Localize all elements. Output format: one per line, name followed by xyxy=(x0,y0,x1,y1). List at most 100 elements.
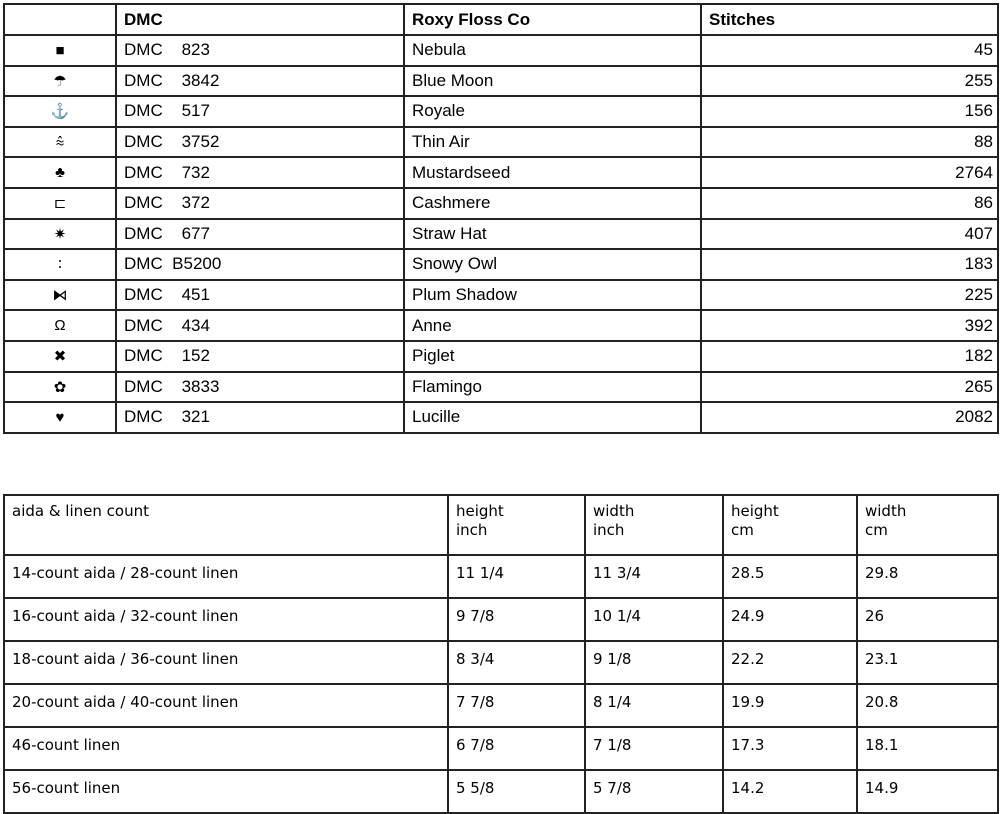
table-row: ⚓ DMC 517 Royale 156 xyxy=(3,95,999,128)
dmc-code: DMC 517 xyxy=(115,95,405,128)
stitch-count: 255 xyxy=(700,64,999,98)
double-chevron-arc-icon: ⩯ xyxy=(3,125,117,159)
bowtie-icon: ⧑ xyxy=(3,278,117,312)
size-cell: 14.2 xyxy=(722,769,858,814)
dmc-code: DMC 152 xyxy=(115,339,405,373)
header-line-1: height xyxy=(456,502,504,520)
size-header-cell: aida & linen count xyxy=(3,494,449,556)
table-row: ⊏ DMC 372 Cashmere 86 xyxy=(3,186,999,220)
bracket-icon: ⊏ xyxy=(3,186,117,220)
stitch-count: 265 xyxy=(700,370,999,404)
table-row: 56-count linen 5 5/8 5 7/8 14.2 14.9 xyxy=(3,769,999,814)
size-cell: 11 1/4 xyxy=(447,554,586,599)
dmc-code: DMC 3842 xyxy=(115,64,405,98)
dmc-code: DMC 3752 xyxy=(115,125,405,159)
size-cell: 9 7/8 xyxy=(447,597,586,642)
size-header-cell: width inch xyxy=(584,494,724,556)
size-cell: 14-count aida / 28-count linen xyxy=(3,554,449,599)
stitch-count: 183 xyxy=(700,248,999,281)
size-cell: 20.8 xyxy=(856,683,999,728)
dmc-code: DMC 823 xyxy=(115,34,405,67)
size-cell: 23.1 xyxy=(856,640,999,685)
size-cell: 56-count linen xyxy=(3,769,449,814)
header-stitches: Stitches xyxy=(700,3,999,36)
roxy-name: Mustardseed xyxy=(403,156,702,189)
header-roxy: Roxy Floss Co xyxy=(403,3,702,36)
size-cell: 9 1/8 xyxy=(584,640,724,685)
flower-icon: ✿ xyxy=(3,370,117,404)
size-header-row: aida & linen count height inch width inch hei… xyxy=(3,494,999,556)
heart-icon: ♥ xyxy=(3,401,117,434)
stitch-count: 225 xyxy=(700,278,999,312)
size-cell: 29.8 xyxy=(856,554,999,599)
roxy-name: Snowy Owl xyxy=(403,248,702,281)
club-icon: ♣ xyxy=(3,156,117,189)
table-row: 16-count aida / 32-count linen 9 7/8 10 1/… xyxy=(3,597,999,642)
floss-table: DMC Roxy Floss Co Stitches ■ DMC 823 Nebul… xyxy=(3,3,999,434)
size-cell: 5 7/8 xyxy=(584,769,724,814)
star-burst-icon: ✷ xyxy=(3,217,117,251)
size-cell: 7 7/8 xyxy=(447,683,586,728)
size-cell: 28.5 xyxy=(722,554,858,599)
size-cell: 7 1/8 xyxy=(584,726,724,771)
table-row: ⧑ DMC 451 Plum Shadow 225 xyxy=(3,278,999,312)
size-cell: 11 3/4 xyxy=(584,554,724,599)
stitch-count: 156 xyxy=(700,95,999,128)
stitch-count: 2082 xyxy=(700,401,999,434)
size-cell: 24.9 xyxy=(722,597,858,642)
umbrella-icon: ☂ xyxy=(3,64,117,98)
table-row: ✷ DMC 677 Straw Hat 407 xyxy=(3,217,999,251)
header-line-1: width xyxy=(865,502,907,520)
header-line-2: cm xyxy=(865,521,888,539)
size-cell: 20-count aida / 40-count linen xyxy=(3,683,449,728)
table-row: ✖ DMC 152 Piglet 182 xyxy=(3,339,999,373)
header-line-1: aida & linen count xyxy=(12,502,149,520)
size-cell: 26 xyxy=(856,597,999,642)
size-cell: 5 5/8 xyxy=(447,769,586,814)
dmc-code: DMC 372 xyxy=(115,186,405,220)
roxy-name: Piglet xyxy=(403,339,702,373)
size-cell: 17.3 xyxy=(722,726,858,771)
anchor-icon: ⚓ xyxy=(3,95,117,128)
dmc-code: DMC 434 xyxy=(115,309,405,342)
stitch-count: 86 xyxy=(700,186,999,220)
stitch-count: 88 xyxy=(700,125,999,159)
table-row: 18-count aida / 36-count linen 8 3/4 9 1/8… xyxy=(3,640,999,685)
size-cell: 8 3/4 xyxy=(447,640,586,685)
table-row: 14-count aida / 28-count linen 11 1/4 11 3… xyxy=(3,554,999,599)
dmc-code: DMC 321 xyxy=(115,401,405,434)
header-line-2: inch xyxy=(456,521,488,539)
table-row: ♣ DMC 732 Mustardseed 2764 xyxy=(3,156,999,189)
roxy-name: Nebula xyxy=(403,34,702,67)
header-line-2: inch xyxy=(593,521,625,539)
header-line-1: height xyxy=(731,502,779,520)
size-cell: 18-count aida / 36-count linen xyxy=(3,640,449,685)
stitch-count: 45 xyxy=(700,34,999,67)
dmc-code: DMC 677 xyxy=(115,217,405,251)
roxy-name: Blue Moon xyxy=(403,64,702,98)
header-dmc: DMC xyxy=(115,3,405,36)
dmc-code: DMC 451 xyxy=(115,278,405,312)
dmc-code: DMC B5200 xyxy=(115,248,405,281)
table-row: ☂ DMC 3842 Blue Moon 255 xyxy=(3,64,999,98)
heavy-x-icon: ✖ xyxy=(3,339,117,373)
stitch-count: 182 xyxy=(700,339,999,373)
stitch-count: 392 xyxy=(700,309,999,342)
table-row: ■ DMC 823 Nebula 45 xyxy=(3,34,999,67)
size-cell: 10 1/4 xyxy=(584,597,724,642)
table-row: ∶ DMC B5200 Snowy Owl 183 xyxy=(3,248,999,281)
size-cell: 8 1/4 xyxy=(584,683,724,728)
size-cell: 6 7/8 xyxy=(447,726,586,771)
roxy-name: Plum Shadow xyxy=(403,278,702,312)
table-row: 46-count linen 6 7/8 7 1/8 17.3 18.1 xyxy=(3,726,999,771)
size-header-cell: height inch xyxy=(447,494,586,556)
roxy-name: Flamingo xyxy=(403,370,702,404)
stitch-count: 2764 xyxy=(700,156,999,189)
size-cell: 22.2 xyxy=(722,640,858,685)
roxy-name: Thin Air xyxy=(403,125,702,159)
omega-icon: Ω xyxy=(3,309,117,342)
header-symbol xyxy=(3,3,117,36)
roxy-name: Cashmere xyxy=(403,186,702,220)
size-header-cell: width cm xyxy=(856,494,999,556)
size-cell: 46-count linen xyxy=(3,726,449,771)
